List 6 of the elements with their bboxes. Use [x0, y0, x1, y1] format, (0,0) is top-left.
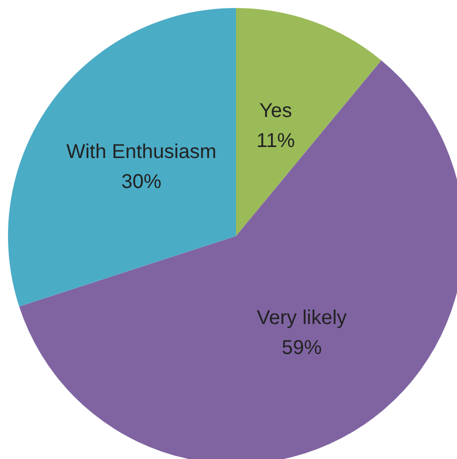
data-label: 30% — [121, 171, 162, 194]
data-label: 59% — [282, 336, 322, 359]
slice-label: With Enthusiasm — [66, 141, 216, 164]
slice-label: Yes — [259, 100, 292, 122]
slice-label: Very likely — [256, 306, 347, 329]
data-label: 11% — [256, 130, 296, 152]
